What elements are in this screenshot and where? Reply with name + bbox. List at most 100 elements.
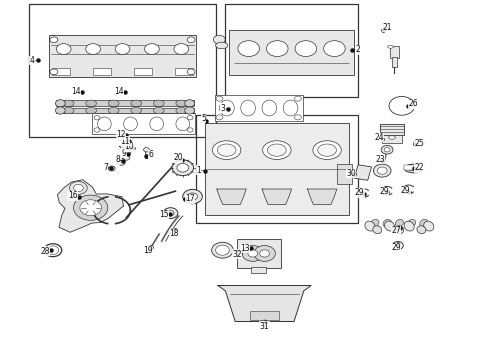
Ellipse shape (86, 100, 97, 107)
Text: 20: 20 (173, 153, 183, 162)
Text: 17: 17 (185, 194, 195, 203)
Bar (225, 4, 358, 97)
Text: 16: 16 (68, 192, 77, 200)
Ellipse shape (408, 166, 420, 171)
Ellipse shape (153, 107, 164, 114)
Circle shape (50, 37, 58, 43)
Circle shape (172, 160, 194, 176)
Circle shape (115, 44, 130, 54)
Circle shape (118, 160, 125, 165)
Ellipse shape (153, 100, 164, 107)
Ellipse shape (176, 107, 187, 114)
Ellipse shape (131, 107, 142, 114)
Circle shape (55, 107, 65, 114)
Bar (205, 123, 349, 215)
Bar (251, 267, 266, 273)
Bar (56, 100, 194, 106)
Bar (392, 57, 397, 67)
Bar (93, 68, 111, 76)
Circle shape (294, 115, 301, 120)
Ellipse shape (98, 117, 111, 131)
Circle shape (120, 137, 127, 142)
Polygon shape (217, 189, 246, 204)
Ellipse shape (424, 221, 434, 231)
Bar (92, 113, 195, 134)
Text: 31: 31 (260, 322, 270, 330)
Circle shape (187, 69, 195, 75)
Bar (404, 165, 424, 170)
Ellipse shape (420, 219, 428, 227)
Circle shape (260, 250, 270, 257)
Circle shape (74, 195, 108, 220)
Text: 25: 25 (414, 139, 424, 148)
Circle shape (123, 155, 130, 160)
Polygon shape (57, 180, 123, 232)
Text: 32: 32 (232, 250, 242, 258)
Ellipse shape (86, 107, 97, 114)
Text: 30: 30 (346, 169, 356, 178)
Text: 4: 4 (29, 56, 34, 65)
Circle shape (70, 181, 87, 194)
Circle shape (381, 145, 393, 154)
Circle shape (373, 164, 391, 177)
Circle shape (80, 200, 101, 216)
Ellipse shape (408, 219, 416, 227)
Circle shape (254, 246, 275, 261)
Ellipse shape (108, 107, 119, 114)
Bar (145, 150, 148, 158)
Ellipse shape (318, 144, 336, 156)
Circle shape (94, 116, 100, 120)
Circle shape (267, 41, 288, 57)
Ellipse shape (150, 117, 164, 131)
Circle shape (185, 100, 195, 107)
Circle shape (242, 246, 264, 261)
Text: 18: 18 (169, 230, 179, 239)
Text: 9: 9 (122, 149, 126, 158)
Polygon shape (308, 189, 337, 204)
Circle shape (174, 44, 189, 54)
Text: 5: 5 (201, 113, 206, 122)
Ellipse shape (371, 219, 379, 227)
Ellipse shape (63, 107, 74, 114)
Text: 28: 28 (40, 247, 50, 256)
Circle shape (212, 242, 233, 258)
Bar (52, 68, 70, 76)
Circle shape (177, 163, 189, 172)
Text: 6: 6 (148, 150, 153, 159)
Circle shape (187, 128, 193, 132)
Circle shape (108, 166, 115, 171)
Ellipse shape (373, 226, 382, 234)
Text: 1: 1 (196, 166, 201, 175)
Text: 14: 14 (71, 87, 81, 96)
Circle shape (183, 189, 202, 204)
Text: 29: 29 (379, 187, 389, 196)
Text: 15: 15 (159, 210, 169, 219)
Circle shape (56, 44, 71, 54)
Ellipse shape (217, 144, 236, 156)
Ellipse shape (220, 100, 234, 116)
Text: 14: 14 (114, 87, 124, 96)
Ellipse shape (395, 219, 403, 227)
Text: 13: 13 (240, 244, 250, 253)
Ellipse shape (268, 144, 286, 156)
Bar (29, 4, 216, 137)
Circle shape (74, 184, 83, 192)
Text: 29: 29 (355, 188, 365, 197)
Bar (354, 165, 371, 180)
Ellipse shape (404, 164, 424, 173)
Bar (237, 239, 281, 268)
Circle shape (238, 41, 260, 57)
Circle shape (185, 107, 195, 114)
Circle shape (216, 245, 229, 255)
Polygon shape (262, 189, 292, 204)
Text: 10: 10 (124, 143, 134, 152)
Ellipse shape (262, 100, 277, 116)
Circle shape (124, 149, 131, 154)
Circle shape (389, 96, 415, 115)
Ellipse shape (212, 141, 241, 159)
Text: 29: 29 (391, 243, 401, 252)
Text: 23: 23 (375, 154, 385, 163)
Bar (175, 68, 193, 76)
Circle shape (167, 211, 174, 216)
Bar (390, 46, 399, 58)
